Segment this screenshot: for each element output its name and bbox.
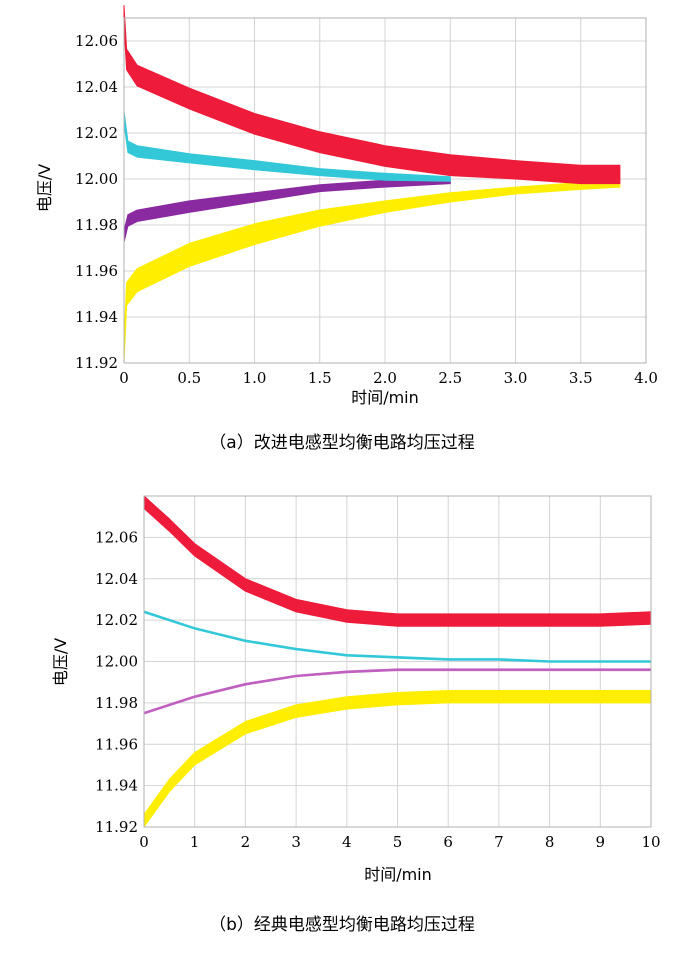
y-axis-label-a: 电压/V — [35, 164, 54, 212]
y-tick-labels-b: 11.92 11.94 11.96 11.98 12.00 12.02 12.04 12.06 — [95, 528, 138, 836]
y-tick-label: 12.06 — [75, 32, 118, 50]
x-tick-labels-a: 0 0.5 1.0 1.5 2.0 2.5 3.0 3.5 4.0 — [119, 369, 658, 387]
x-tick-label: 9 — [596, 833, 606, 851]
y-tick-label: 11.94 — [95, 777, 138, 795]
plot-frame-a — [123, 17, 647, 364]
chart-b: 0 1 2 3 4 5 6 7 8 9 10 11.92 11.94 11.96 11.98 12.00 12… — [51, 495, 661, 935]
x-tick-label: 4.0 — [634, 369, 658, 387]
x-tick-label: 0.5 — [177, 369, 201, 387]
y-tick-label: 12.06 — [95, 528, 138, 546]
y-tick-label: 11.92 — [75, 354, 118, 372]
x-tick-label: 3.5 — [569, 369, 593, 387]
x-tick-label: 2.5 — [438, 369, 462, 387]
x-tick-label: 5 — [393, 833, 403, 851]
x-tick-label: 3.0 — [504, 369, 528, 387]
series-band — [123, 179, 621, 364]
chart-a: 0 0.5 1.0 1.5 2.0 2.5 3.0 3.5 4.0 11.9211.9411.9… — [35, 4, 658, 453]
y-tick-labels-a: 11.92 11.94 11.96 11.98 12.00 12.02 12.04 12.06 — [75, 32, 118, 372]
x-tick-labels-b: 0 1 2 3 4 5 6 7 8 9 10 — [139, 833, 660, 851]
x-tick-label: 7 — [494, 833, 504, 851]
x-tick-label: 0 — [139, 833, 149, 851]
series-band — [123, 110, 451, 182]
x-tick-label: 0 — [119, 369, 129, 387]
y-tick-label: 11.94 — [75, 308, 118, 326]
y-tick-label: 12.04 — [75, 78, 118, 96]
x-tick-label: 1 — [190, 833, 200, 851]
y-tick-label: 12.04 — [95, 570, 138, 588]
caption-a: （a）改进电感型均衡电路均压过程 — [209, 433, 474, 453]
x-tick-label: 1.0 — [243, 369, 267, 387]
caption-b: （b）经典电感型均衡电路均压过程 — [209, 915, 475, 935]
y-tick-label: 11.98 — [95, 694, 138, 712]
y-tick-label: 12.00 — [95, 653, 138, 671]
x-tick-label: 2.0 — [373, 369, 397, 387]
y-axis-label-b: 电压/V — [51, 638, 70, 686]
y-tick-label: 11.92 — [95, 818, 138, 836]
series-group-a — [123, 4, 621, 364]
x-tick-label: 10 — [641, 833, 660, 851]
y-tick-label: 11.98 — [75, 216, 118, 234]
x-tick-label: 3 — [291, 833, 301, 851]
y-tick-label: 12.02 — [95, 611, 138, 629]
x-tick-label: 4 — [342, 833, 352, 851]
x-axis-label-a: 时间/min — [351, 388, 419, 407]
y-tick-label: 12.00 — [75, 170, 118, 188]
x-axis-label-b: 时间/min — [364, 865, 432, 884]
y-tick-label: 11.96 — [75, 262, 118, 280]
x-tick-label: 6 — [443, 833, 453, 851]
series-band — [123, 178, 451, 243]
x-tick-label: 1.5 — [308, 369, 332, 387]
x-tick-label: 2 — [241, 833, 251, 851]
series-band — [123, 4, 621, 185]
plot-frame-b — [143, 495, 652, 828]
y-tick-label: 11.96 — [95, 735, 138, 753]
x-tick-label: 8 — [545, 833, 555, 851]
y-tick-label: 12.02 — [75, 124, 118, 142]
